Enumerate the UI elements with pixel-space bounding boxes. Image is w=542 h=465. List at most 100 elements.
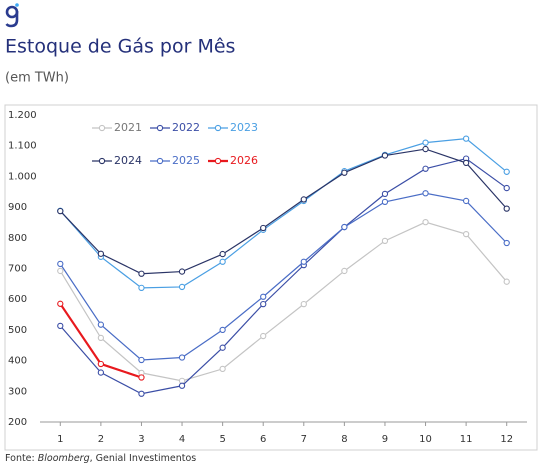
legend-label: 2021 [114, 121, 142, 134]
point [503, 168, 510, 175]
point [422, 190, 429, 197]
x-tick-label: 5 [219, 434, 225, 445]
y-tick-label: 1.100 [8, 141, 37, 152]
point [422, 145, 429, 153]
point [178, 354, 186, 361]
series-line [59, 148, 508, 275]
point [57, 260, 64, 268]
legend-marker [214, 157, 222, 165]
point [381, 237, 389, 245]
point [462, 230, 470, 238]
x-tick-label: 10 [419, 434, 432, 445]
x-tick-label: 12 [500, 434, 513, 445]
chart-subtitle: (em TWh) [5, 71, 69, 86]
legend-marker [214, 124, 222, 132]
source-prefix: Fonte: [5, 453, 35, 464]
legend-marker [98, 124, 106, 132]
legend-label: 2022 [172, 121, 200, 134]
point [422, 139, 429, 146]
chart-frame [4, 104, 538, 451]
series-line [59, 192, 508, 361]
source-rest: , Genial Investimentos [90, 453, 197, 464]
legend-label: 2023 [230, 121, 258, 134]
legend-label: 2025 [172, 154, 200, 167]
point [57, 267, 64, 275]
point [97, 369, 105, 376]
point [57, 322, 64, 330]
point [260, 332, 267, 340]
point [97, 250, 105, 257]
point [260, 224, 267, 232]
point [503, 278, 510, 285]
x-tick-label: 9 [382, 434, 388, 445]
y-tick-label: 700 [8, 264, 27, 275]
point [138, 270, 145, 277]
legend-marker [98, 157, 106, 165]
x-tick-label: 11 [460, 434, 473, 445]
series-line [59, 138, 508, 289]
y-tick-label: 300 [8, 386, 27, 397]
point [219, 250, 226, 258]
point [260, 300, 267, 308]
legend-marker [156, 124, 164, 132]
series-line [59, 157, 508, 395]
point [300, 300, 307, 308]
point [219, 344, 226, 351]
series-line [59, 221, 508, 382]
x-tick-label: 4 [179, 434, 185, 445]
point [462, 197, 470, 205]
point [462, 135, 470, 142]
point [57, 207, 64, 215]
point [503, 205, 510, 212]
x-tick-label: 2 [98, 434, 104, 445]
point [260, 293, 267, 300]
point [462, 159, 470, 167]
source: Fonte: Bloomberg, Genial Investimentos [5, 453, 196, 464]
y-tick-label: 500 [8, 325, 27, 336]
point [57, 300, 64, 307]
point [503, 239, 510, 247]
point [97, 321, 105, 328]
x-tick-label: 8 [341, 434, 347, 445]
point [178, 283, 186, 291]
x-tick-label: 7 [301, 434, 307, 445]
x-tick-label: 6 [260, 434, 266, 445]
y-tick-label: 1.000 [8, 171, 37, 182]
point [422, 165, 429, 172]
y-tick-label: 400 [8, 356, 27, 367]
point [178, 268, 186, 275]
point [97, 334, 105, 342]
logo [5, 3, 19, 28]
source-name: Bloomberg [38, 453, 90, 464]
y-tick-label: 800 [8, 233, 27, 244]
y-tick-label: 900 [8, 202, 27, 213]
point [503, 184, 510, 192]
point [341, 267, 348, 275]
chart-title: Estoque de Gás por Mês [5, 36, 235, 58]
point [138, 284, 145, 291]
point [178, 382, 186, 389]
point [138, 390, 145, 397]
point [219, 365, 226, 373]
point [381, 198, 389, 206]
point [381, 190, 389, 198]
y-tick-label: 200 [8, 417, 27, 428]
legend-label: 2024 [114, 154, 142, 167]
point [341, 223, 348, 231]
point [219, 326, 226, 334]
point [300, 258, 307, 265]
point [300, 196, 307, 203]
y-tick-label: 600 [8, 294, 27, 305]
y-tick-label: 1.200 [8, 110, 37, 121]
point [97, 360, 105, 368]
point [381, 152, 389, 159]
point [341, 169, 348, 176]
point [422, 218, 429, 226]
point [138, 374, 145, 381]
point [219, 258, 226, 265]
legend-label: 2026 [230, 154, 258, 167]
legend-marker [156, 157, 164, 165]
x-tick-label: 3 [138, 434, 144, 445]
